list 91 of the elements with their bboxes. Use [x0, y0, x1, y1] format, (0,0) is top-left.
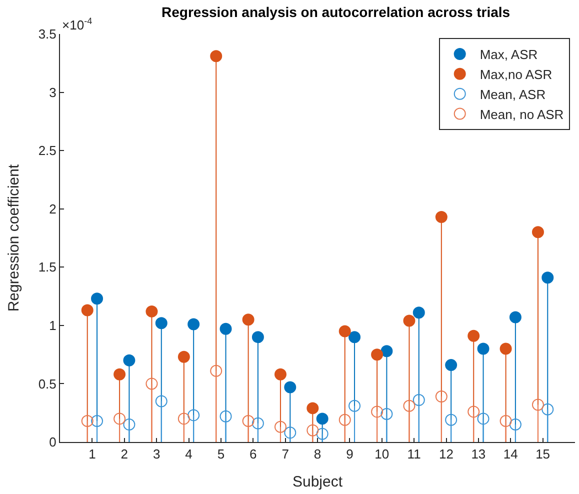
point [468, 406, 480, 418]
point [348, 400, 361, 412]
point [242, 415, 254, 428]
point [220, 322, 232, 335]
y-axis-title: Regression coefficient [6, 164, 23, 312]
x-tick-label: 4 [185, 446, 192, 462]
point [338, 414, 351, 426]
point [188, 318, 200, 330]
point [542, 272, 554, 284]
x-tick-label: 15 [536, 446, 550, 462]
point [114, 368, 126, 380]
point [114, 412, 126, 425]
x-tick-label: 3 [152, 446, 160, 462]
point [252, 417, 264, 430]
legend-label: Max, ASR [480, 47, 538, 62]
point [242, 314, 254, 326]
point [338, 325, 351, 338]
point [403, 400, 416, 412]
point [306, 424, 319, 436]
point [412, 394, 425, 406]
point [445, 359, 458, 372]
point [445, 414, 458, 426]
x-tick-label: 14 [503, 446, 518, 462]
x-tick-label: 1 [88, 446, 96, 462]
point [146, 378, 158, 390]
point [316, 412, 328, 425]
point [81, 304, 94, 316]
point [435, 211, 448, 224]
point [316, 428, 328, 440]
x-tick-label: 11 [407, 446, 421, 462]
point [435, 390, 448, 403]
point [123, 418, 136, 431]
point [348, 331, 361, 344]
x-tick-label: 8 [314, 446, 322, 462]
point [542, 403, 554, 416]
point [220, 410, 232, 422]
point [477, 342, 490, 355]
y-tick-label: 0.5 [38, 376, 56, 392]
chart-title: Regression analysis on autocorrelation across trials [162, 4, 510, 20]
x-axis-title: Subject [292, 474, 344, 491]
legend-label: Max,no ASR [480, 67, 552, 82]
point [252, 331, 264, 344]
point [306, 402, 319, 414]
x-tick-label: 2 [120, 446, 128, 462]
point [532, 398, 544, 411]
point [509, 311, 522, 324]
legend-label: Mean, ASR [480, 86, 546, 102]
point [146, 305, 158, 318]
point [380, 408, 393, 420]
point [532, 226, 544, 238]
point [274, 368, 286, 380]
y-tick-label: 1.5 [38, 260, 56, 275]
point [500, 342, 512, 355]
point [477, 412, 490, 425]
y-tick-label: 2 [49, 201, 56, 216]
point [403, 314, 416, 327]
point [155, 395, 168, 408]
point [371, 406, 384, 418]
x-tick-label: 5 [217, 446, 225, 462]
point [284, 426, 296, 439]
y-tick-label: 2.5 [38, 143, 56, 158]
point [284, 381, 296, 394]
x-tick-label: 10 [374, 446, 390, 462]
point [123, 354, 136, 366]
x-tick-label: 12 [439, 446, 454, 462]
legend-label: Mean, no ASR [480, 106, 564, 122]
point [81, 415, 94, 428]
point [371, 348, 384, 361]
y-tick-label: 1 [49, 318, 56, 333]
point [155, 317, 168, 330]
y-tick-label: 0 [49, 434, 56, 450]
text: ×10$^{-4}$ [62, 16, 92, 32]
point [274, 420, 286, 433]
point [91, 292, 104, 305]
point [468, 330, 480, 342]
point [178, 412, 190, 425]
point [412, 306, 425, 319]
x-tick-label: 13 [471, 446, 486, 462]
point [91, 415, 104, 428]
point [188, 409, 200, 422]
point [178, 350, 190, 363]
point [500, 415, 512, 428]
x-tick-label: 7 [282, 446, 289, 462]
point [210, 364, 222, 377]
point [509, 418, 522, 431]
x-tick-label: 9 [346, 446, 354, 462]
y-tick-label: 3 [49, 84, 56, 100]
point [210, 50, 222, 62]
y-tick-label: 3.5 [38, 26, 56, 42]
point [380, 345, 393, 358]
x-tick-label: 6 [250, 446, 257, 462]
